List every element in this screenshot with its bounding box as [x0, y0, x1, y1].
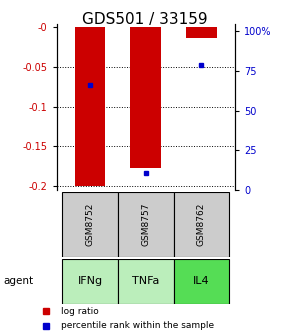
Text: GSM8752: GSM8752 [86, 203, 95, 246]
Bar [186, 28, 217, 38]
Text: TNFa: TNFa [132, 277, 160, 286]
Bar [174, 192, 229, 257]
Bar [174, 259, 229, 304]
Text: percentile rank within the sample: percentile rank within the sample [61, 321, 215, 330]
Bar [118, 192, 174, 257]
Bar [130, 28, 161, 168]
Text: GSM8762: GSM8762 [197, 203, 206, 246]
Text: log ratio: log ratio [61, 307, 99, 316]
Text: GSM8757: GSM8757 [141, 203, 150, 246]
Bar [118, 259, 174, 304]
Text: IL4: IL4 [193, 277, 210, 286]
Bar [75, 28, 105, 186]
Text: GDS501 / 33159: GDS501 / 33159 [82, 12, 208, 27]
Bar [62, 259, 118, 304]
Bar [62, 192, 118, 257]
Text: IFNg: IFNg [77, 277, 103, 286]
Text: agent: agent [3, 277, 33, 286]
